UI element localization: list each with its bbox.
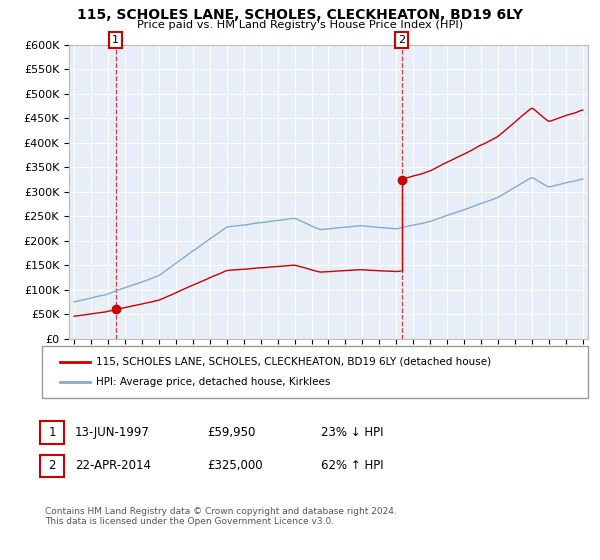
Text: 1: 1 [112,35,119,45]
Text: 62% ↑ HPI: 62% ↑ HPI [321,459,383,473]
Text: £59,950: £59,950 [207,426,256,439]
Text: 22-APR-2014: 22-APR-2014 [75,459,151,473]
Text: 2: 2 [398,35,405,45]
Text: 13-JUN-1997: 13-JUN-1997 [75,426,150,439]
Text: £325,000: £325,000 [207,459,263,473]
Text: Price paid vs. HM Land Registry's House Price Index (HPI): Price paid vs. HM Land Registry's House … [137,20,463,30]
Text: Contains HM Land Registry data © Crown copyright and database right 2024.
This d: Contains HM Land Registry data © Crown c… [45,507,397,526]
Text: HPI: Average price, detached house, Kirklees: HPI: Average price, detached house, Kirk… [96,377,331,387]
Text: 2: 2 [49,459,56,473]
Text: 1: 1 [49,426,56,439]
Text: 115, SCHOLES LANE, SCHOLES, CLECKHEATON, BD19 6LY (detached house): 115, SCHOLES LANE, SCHOLES, CLECKHEATON,… [96,357,491,367]
Text: 115, SCHOLES LANE, SCHOLES, CLECKHEATON, BD19 6LY: 115, SCHOLES LANE, SCHOLES, CLECKHEATON,… [77,8,523,22]
Text: 23% ↓ HPI: 23% ↓ HPI [321,426,383,439]
